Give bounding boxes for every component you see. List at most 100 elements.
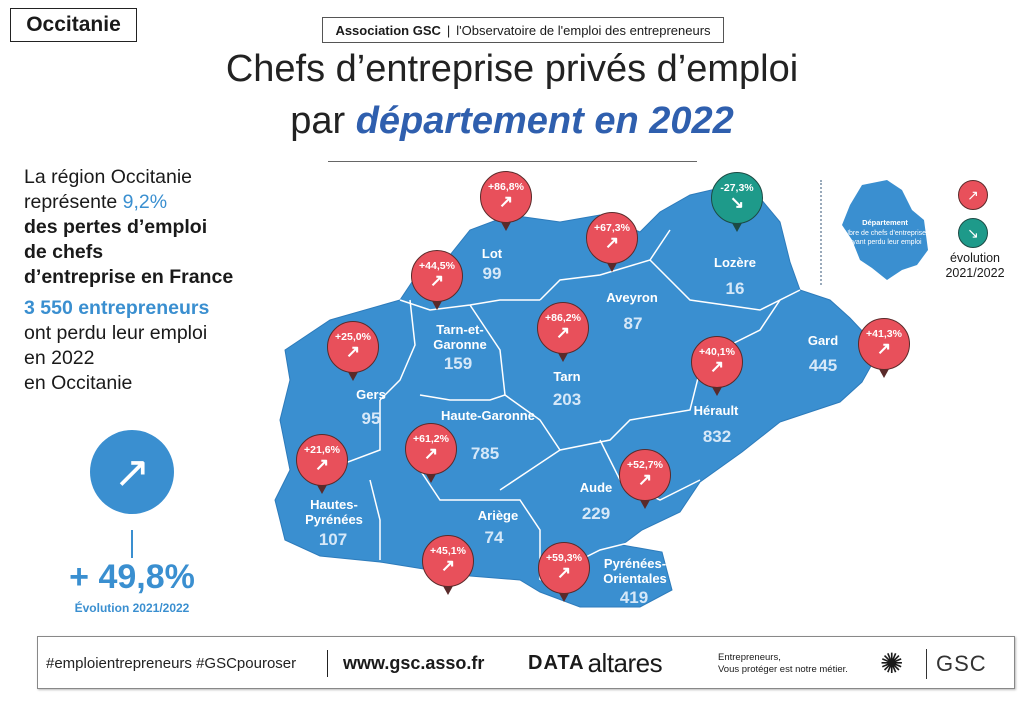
entrepreneur-count: 3 550 entrepreneurs (24, 297, 210, 319)
page-title-line1: Chefs d’entreprise privés d’emploi (225, 48, 799, 90)
evolution-value: + 49,8% (69, 558, 195, 596)
arrow-up-right-icon: ↗ (314, 455, 330, 474)
brand-name: GSC (936, 650, 987, 676)
department-value: 99 (482, 264, 502, 283)
arrow-up-right-icon: ↗ (440, 556, 456, 575)
arrow-up-right-icon: ↗ (604, 233, 620, 252)
department-name: Ariège (477, 508, 519, 523)
evolution-value: +61,2% (413, 433, 449, 445)
evolution-value: +45,1% (430, 545, 466, 557)
evolution-value: +67,3% (594, 222, 630, 234)
arrow-up-right-icon: ↗ (876, 339, 892, 358)
department-name: Aveyron (606, 290, 658, 305)
intro-line: des pertes d’emploi (24, 216, 208, 238)
department-value: 203 (552, 390, 582, 409)
arrow-up-right-icon: ↗ (90, 430, 174, 514)
department-value: 87 (623, 314, 643, 333)
separator: | (446, 22, 451, 38)
evolution-pin: +44,5% ↗ (411, 250, 463, 310)
intro-line: de chefs (24, 241, 104, 263)
page-title-line2: par département en 2022 (0, 100, 1024, 143)
evolution-pin: -27,3% ↘ (711, 172, 763, 232)
intro-line: ont perdu leur emploi (24, 322, 208, 344)
website-link[interactable]: www.gsc.asso.fr (343, 653, 485, 673)
intro-line: en Occitanie (24, 372, 133, 394)
intro-line: La région Occitanie (24, 166, 193, 188)
department-name: Tarn (553, 369, 581, 384)
connector-line (131, 530, 133, 558)
evolution-pin: +41,3% ↗ (858, 318, 910, 378)
header-subtitle: l'Observatoire de l'emploi des entrepren… (456, 22, 711, 38)
evolution-pin: +59,3% ↗ (538, 542, 590, 602)
legend-label: évolution 2021/2022 (945, 251, 1005, 280)
department-name: Haute-Garonne (441, 408, 535, 423)
arrow-up-right-icon: ↗ (423, 444, 439, 463)
evolution-value: +40,1% (699, 346, 735, 358)
department-value: 419 (619, 588, 649, 607)
department-value: 832 (702, 427, 732, 446)
department-value: 95 (361, 409, 381, 428)
intro-line: représente 9,2% (24, 191, 168, 213)
arrow-down-right-icon: ↘ (729, 193, 745, 212)
legend-divider (820, 180, 822, 285)
department-name: Gard (807, 333, 839, 348)
evolution-value: +86,2% (545, 312, 581, 324)
header-banner: Association GSC | l'Observatoire de l'empl… (322, 17, 724, 43)
department-value: 445 (808, 356, 838, 375)
evolution-pin: +52,7% ↗ (619, 449, 671, 509)
legend-department-text: Département Nbre de chefs d’entreprise ay… (843, 218, 927, 246)
evolution-pin: +25,0% ↗ (327, 321, 379, 381)
hashtags: #emploientrepreneurs #GSCpouroser (46, 655, 297, 672)
arrow-up-right-icon: ↗ (556, 563, 572, 582)
legend-up-icon: ↗ (958, 180, 988, 210)
evolution-pin: +61,2% ↗ (405, 423, 457, 483)
legend-department-shape (842, 180, 928, 280)
department-name: Hérault (693, 403, 739, 418)
department-name: Lot (481, 246, 503, 261)
footer-divider (327, 650, 328, 677)
title-divider (328, 161, 697, 162)
arrow-up-right-icon: ↗ (637, 470, 653, 489)
department-name: Aude (579, 480, 613, 495)
evolution-value: +21,6% (304, 444, 340, 456)
footer: #emploientrepreneurs #GSCpouroser www.gs… (37, 636, 1015, 689)
region-tag: Occitanie (10, 8, 137, 42)
arrow-up-right-icon: ↗ (555, 323, 571, 342)
arrow-up-right-icon: ↗ (429, 271, 445, 290)
partner-logo: DATA altares (528, 648, 663, 678)
evolution-pin: +86,2% ↗ (537, 302, 589, 362)
department-value: 785 (470, 444, 500, 463)
department-value: 229 (581, 504, 611, 523)
evolution-value: +59,3% (546, 552, 582, 564)
department-name: Tarn-et-Garonne (433, 322, 487, 352)
gsc-swirl-icon: ✺ (880, 648, 904, 679)
department-value: 159 (443, 354, 473, 373)
evolution-pin: +21,6% ↗ (296, 434, 348, 494)
department-value: 74 (484, 528, 504, 547)
title-prefix: par (290, 100, 356, 142)
legend-down-icon: ↘ (958, 218, 988, 248)
share-pct: 9,2% (122, 191, 168, 213)
evolution-value: +44,5% (419, 260, 455, 272)
evolution-label: Évolution 2021/2022 (74, 601, 190, 615)
department-value: 107 (318, 530, 348, 549)
arrow-up-right-icon: ↗ (709, 357, 725, 376)
intro-text: La région Occitanie représente 9,2% des … (24, 165, 284, 396)
evolution-value: +86,8% (488, 181, 524, 193)
evolution-value: -27,3% (720, 182, 754, 194)
department-name: Lozère (714, 255, 756, 270)
evolution-pin: +40,1% ↗ (691, 336, 743, 396)
evolution-value: +52,7% (627, 459, 663, 471)
evolution-pin: +86,8% ↗ (480, 171, 532, 231)
intro-line: en 2022 (24, 347, 95, 369)
evolution-pin: +67,3% ↗ (586, 212, 638, 272)
department-name: Gers (356, 387, 386, 402)
arrow-up-right-icon: ↗ (345, 342, 361, 361)
org-name: Association GSC (335, 22, 441, 38)
department-value: 16 (725, 279, 745, 298)
intro-line: d’entreprise en France (24, 266, 234, 288)
evolution-value: +25,0% (335, 331, 371, 343)
evolution-value: +41,3% (866, 328, 902, 340)
department-name: Pyrénées-Orientales (603, 556, 667, 586)
evolution-pin: +45,1% ↗ (422, 535, 474, 595)
